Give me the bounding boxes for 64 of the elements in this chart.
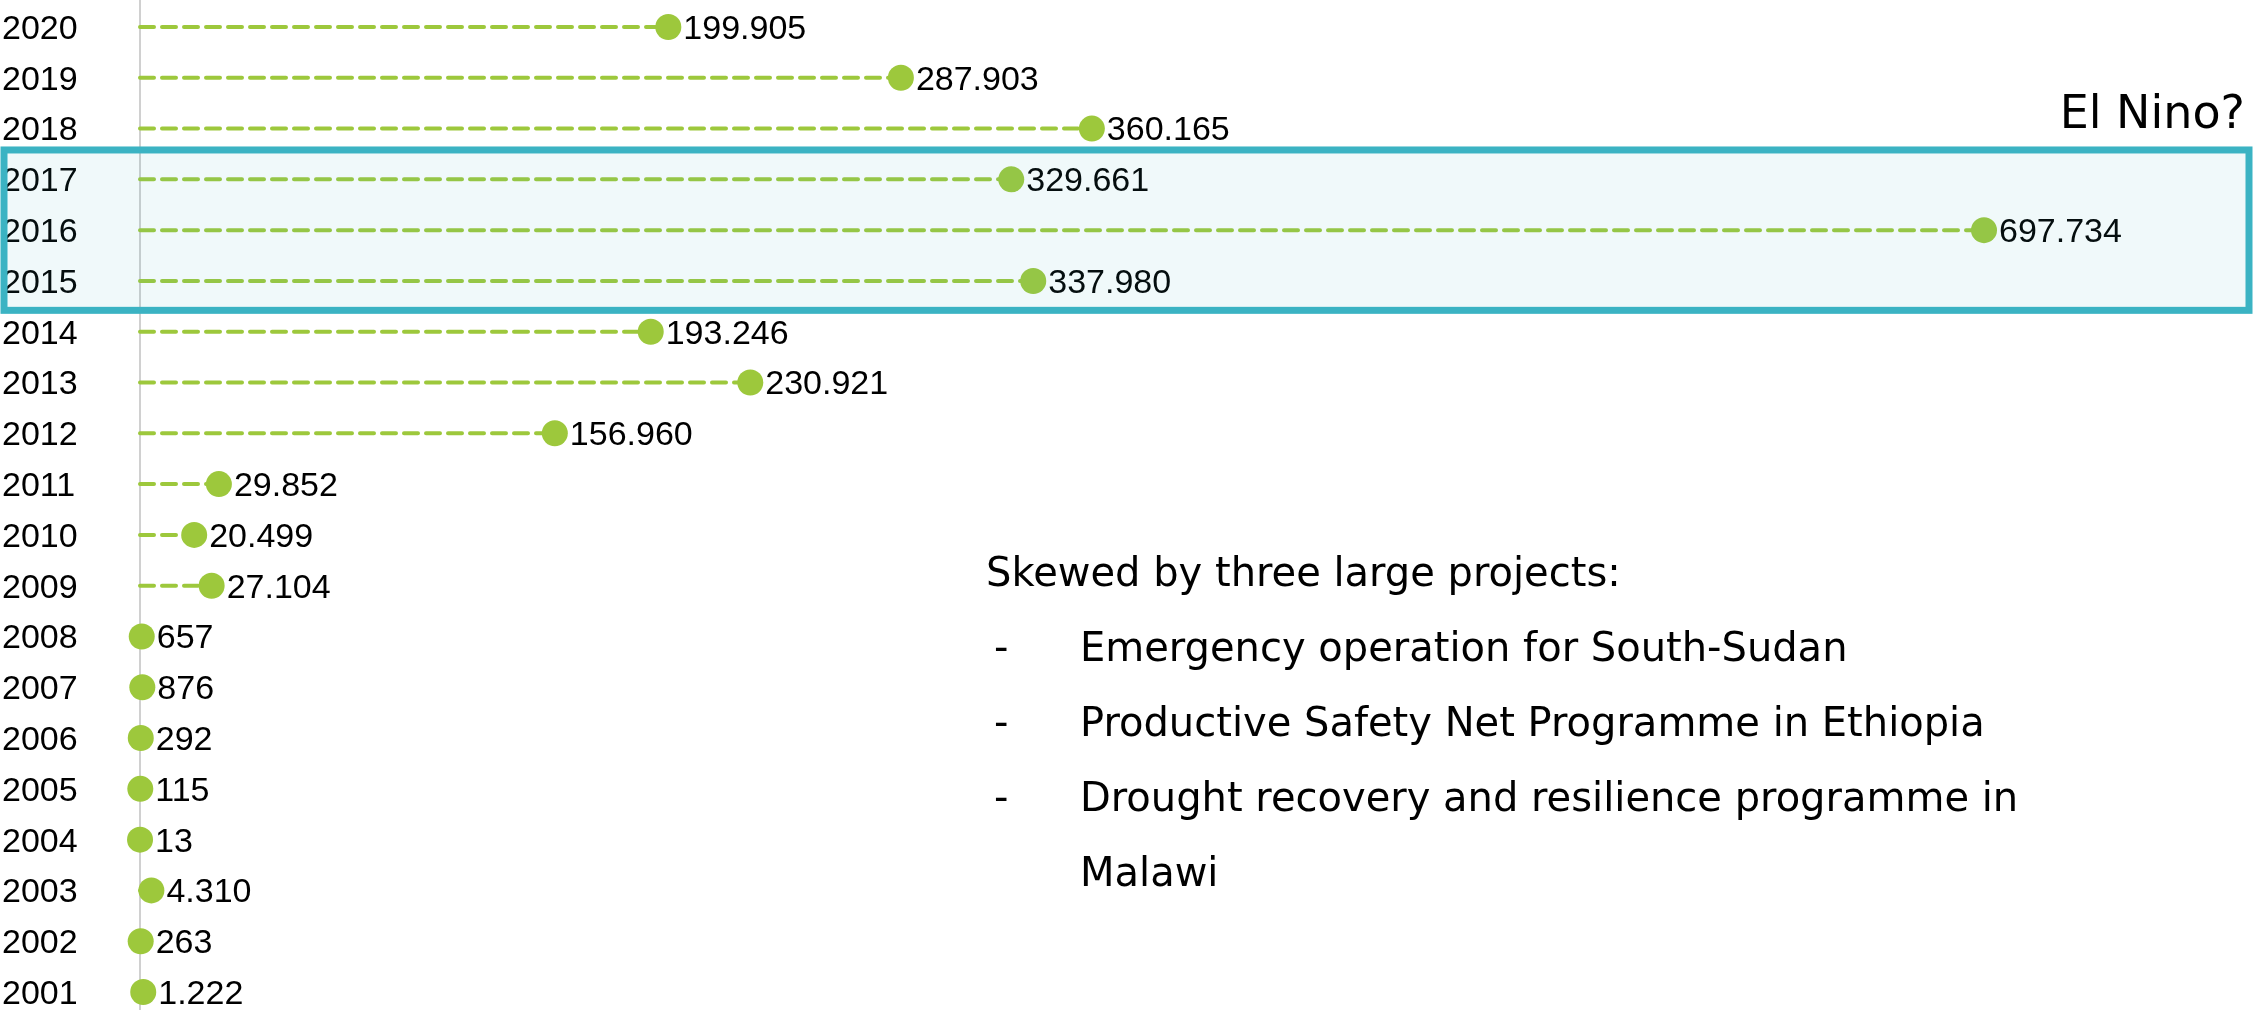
- point: [737, 369, 764, 396]
- y-tick-label: 2016: [2, 211, 78, 250]
- point: [637, 318, 664, 345]
- annotation: Skewed by three large projects:: [986, 549, 1621, 595]
- data-label: 657: [156, 617, 214, 656]
- data-label: 4.310: [166, 871, 252, 910]
- point: [127, 826, 154, 853]
- data-label: 13: [155, 820, 193, 859]
- point: [1078, 115, 1105, 142]
- y-tick-label: 2014: [2, 312, 78, 351]
- point: [1020, 267, 1047, 294]
- point: [128, 623, 155, 650]
- y-tick-label: 2007: [2, 668, 78, 707]
- point: [127, 775, 154, 802]
- text: - Emergency operation for South-Sudan: [994, 624, 1848, 670]
- point: [138, 877, 165, 904]
- data-label: 27.104: [226, 566, 331, 605]
- point: [129, 674, 156, 701]
- text: - Productive Safety Net Programme in Ethiopia: [994, 699, 1985, 745]
- data-label: 156.960: [569, 414, 693, 453]
- y-tick-label: 2009: [2, 566, 78, 605]
- data-label: 292: [155, 718, 213, 757]
- y-tick-label: 2005: [2, 769, 78, 808]
- y-tick-label: 2012: [2, 414, 78, 453]
- y-tick-label: 2002: [2, 922, 78, 961]
- data-label: 115: [155, 769, 210, 808]
- y-tick-label: 2018: [2, 109, 78, 148]
- data-label: 1.222: [158, 972, 244, 1010]
- point: [887, 64, 914, 91]
- point: [1971, 217, 1997, 244]
- y-tick-label: 2006: [2, 718, 78, 757]
- data-label: 193.246: [665, 312, 789, 351]
- point: [198, 572, 225, 599]
- y-tick-label: 2020: [2, 7, 78, 46]
- y-tick-label: 2001: [2, 972, 78, 1010]
- point: [181, 521, 208, 548]
- y-tick-label: 2008: [2, 617, 78, 656]
- point: [655, 14, 682, 40]
- point: [130, 979, 157, 1005]
- data-label: 329.661: [1026, 160, 1150, 199]
- point: [127, 928, 154, 955]
- y-tick-label: 2011: [2, 465, 76, 504]
- data-label: 360.165: [1106, 109, 1230, 148]
- data-label: 29.852: [233, 465, 338, 504]
- data-label: 337.980: [1048, 261, 1172, 300]
- y-tick-label: 2015: [2, 261, 78, 300]
- y-tick-label: 2013: [2, 363, 78, 402]
- data-label: 876: [157, 668, 215, 707]
- band-label: El Nino?: [2059, 84, 2245, 139]
- point: [998, 166, 1025, 193]
- data-label: 697.734: [1999, 211, 2122, 250]
- y-tick-label: 2019: [2, 58, 78, 97]
- data-label: 199.905: [683, 7, 807, 46]
- text: - Drought recovery and resilience programme in Malawi: [994, 774, 2019, 895]
- data-label: 287.903: [915, 58, 1039, 97]
- point: [205, 471, 232, 498]
- point: [127, 725, 154, 752]
- data-label: 230.921: [765, 363, 889, 402]
- data-label: 263: [155, 922, 213, 961]
- y-tick-label: 2004: [2, 820, 78, 859]
- y-tick-label: 2003: [2, 871, 78, 910]
- data-label: 20.499: [209, 515, 314, 554]
- y-tick-label: 2010: [2, 515, 78, 554]
- point: [541, 420, 568, 447]
